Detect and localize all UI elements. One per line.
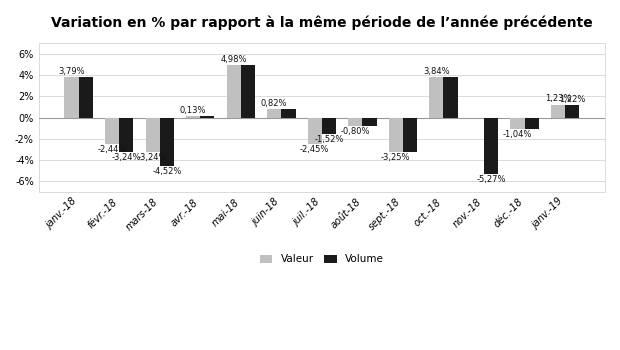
Bar — [403, 118, 417, 152]
Bar — [186, 116, 200, 118]
Title: Variation en % par rapport à la même période de l’année précédente: Variation en % par rapport à la même pér… — [51, 15, 593, 29]
Bar — [227, 65, 241, 118]
Bar — [308, 118, 322, 144]
Text: -0,80%: -0,80% — [340, 127, 370, 136]
Bar — [105, 118, 119, 144]
Bar — [241, 65, 255, 118]
Bar — [146, 118, 160, 152]
Bar — [429, 77, 443, 118]
Bar — [200, 116, 215, 118]
Text: 3,84%: 3,84% — [423, 67, 450, 76]
Text: 0,82%: 0,82% — [261, 99, 288, 108]
Text: -2,45%: -2,45% — [300, 145, 329, 154]
Bar — [389, 118, 403, 152]
Bar — [484, 118, 498, 174]
Bar — [64, 77, 79, 118]
Bar — [322, 118, 336, 134]
Text: -1,52%: -1,52% — [314, 135, 343, 144]
Bar — [348, 118, 363, 126]
Text: -3,24%: -3,24% — [138, 153, 167, 162]
Text: 1,23%: 1,23% — [545, 94, 571, 104]
Text: 0,13%: 0,13% — [180, 106, 206, 115]
Bar — [119, 118, 133, 152]
Bar — [363, 118, 376, 126]
Bar — [160, 118, 174, 166]
Text: 4,98%: 4,98% — [221, 55, 247, 64]
Legend: Valeur, Volume: Valeur, Volume — [255, 250, 388, 268]
Text: -4,52%: -4,52% — [152, 167, 182, 176]
Bar — [267, 109, 281, 118]
Text: -5,27%: -5,27% — [476, 175, 506, 184]
Text: -3,25%: -3,25% — [381, 153, 410, 162]
Bar — [551, 105, 565, 118]
Bar — [281, 109, 296, 118]
Text: -2,44%: -2,44% — [97, 145, 127, 154]
Bar — [510, 118, 525, 129]
Text: 3,79%: 3,79% — [58, 67, 85, 76]
Text: -3,24%: -3,24% — [112, 153, 141, 162]
Bar — [79, 77, 93, 118]
Text: 1,22%: 1,22% — [559, 94, 585, 104]
Bar — [565, 105, 579, 118]
Bar — [525, 118, 539, 129]
Text: -1,04%: -1,04% — [503, 130, 532, 139]
Bar — [443, 77, 458, 118]
